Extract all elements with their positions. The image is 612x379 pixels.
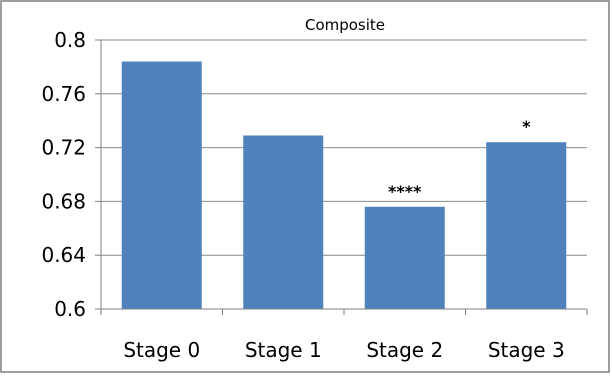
y-tick-label: 0.72 [41, 136, 86, 160]
bar-stage-1 [243, 135, 324, 309]
significance-marker: * [522, 117, 531, 136]
bar-stage-2 [364, 206, 445, 309]
x-tick-label: Stage 1 [245, 338, 322, 362]
y-tick-label: 0.6 [54, 297, 86, 321]
y-tick-label: 0.68 [41, 189, 86, 213]
significance-marker: **** [388, 182, 422, 201]
y-tick-label: 0.8 [54, 28, 86, 52]
bars [121, 61, 567, 309]
y-tick-label: 0.76 [41, 82, 86, 106]
x-tick-label: Stage 0 [123, 338, 200, 362]
x-tick-label: Stage 2 [366, 338, 443, 362]
bar-stage-0 [121, 61, 202, 309]
bar-annotations: ***** [388, 117, 531, 201]
bar-stage-3 [486, 142, 567, 309]
x-tick-label: Stage 3 [488, 338, 565, 362]
y-axis-ticks: 0.8 0.76 0.72 0.68 0.64 0.6 [41, 28, 101, 321]
chart-title: Composite [305, 16, 385, 34]
y-tick-label: 0.64 [41, 243, 86, 267]
x-axis-ticks: Stage 0 Stage 1 Stage 2 Stage 3 [100, 309, 588, 362]
